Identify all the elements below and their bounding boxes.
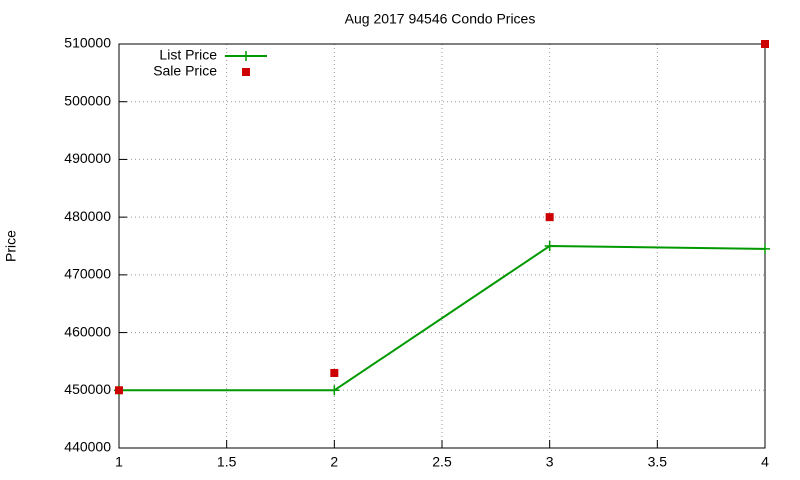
chart-title: Aug 2017 94546 Condo Prices — [345, 11, 536, 27]
x-tick-label: 3.5 — [648, 454, 668, 470]
y-tick-label: 480000 — [64, 208, 111, 224]
data-point — [761, 40, 769, 48]
legend-marker — [242, 68, 250, 76]
x-tick-label: 2.5 — [432, 454, 452, 470]
y-tick-label: 460000 — [64, 323, 111, 339]
data-point — [330, 368, 339, 377]
data-point — [115, 386, 123, 395]
y-tick-label: 500000 — [64, 92, 111, 108]
y-axis-label: Price — [3, 230, 19, 262]
x-tick-label: 3 — [546, 454, 554, 470]
x-tick-label: 4 — [761, 454, 769, 470]
data-point — [329, 385, 340, 396]
data-point — [544, 241, 555, 251]
x-tick-label: 1 — [115, 454, 123, 470]
legend-label: List Price — [159, 47, 217, 63]
x-tick-label: 2 — [330, 454, 338, 470]
y-tick-label: 470000 — [64, 266, 111, 282]
x-tick-label: 1.5 — [217, 454, 237, 470]
legend-marker — [241, 51, 251, 61]
y-tick-label: 510000 — [64, 35, 111, 51]
y-tick-label: 440000 — [64, 439, 111, 455]
y-tick-label: 490000 — [64, 150, 111, 166]
legend-label: Sale Price — [153, 63, 217, 79]
data-point — [760, 243, 770, 254]
series-line — [119, 244, 766, 392]
data-point — [545, 213, 554, 222]
y-tick-label: 450000 — [64, 381, 111, 397]
